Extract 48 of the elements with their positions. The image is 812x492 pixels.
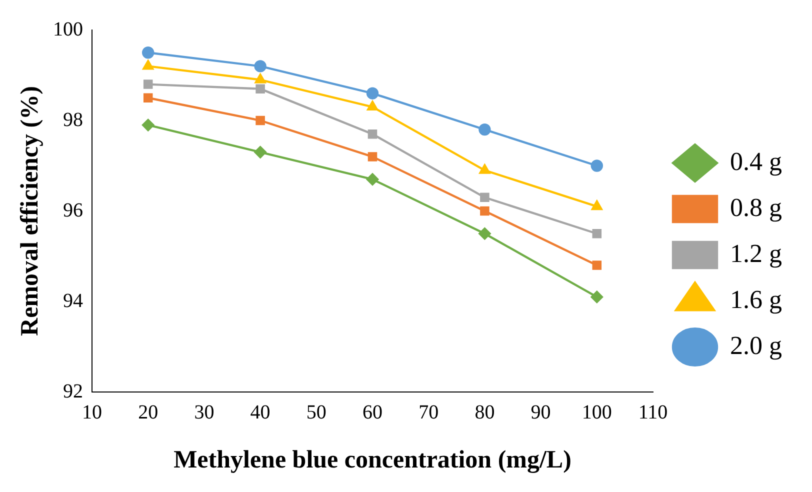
point [590,160,603,172]
x-tick-label: 20 [138,401,158,424]
point [368,152,378,162]
x-tick-label: 100 [582,401,612,424]
point [591,200,602,210]
point [479,164,490,174]
legend-label: 0.8 g [730,192,782,222]
x-tick-label: 60 [362,401,382,424]
point [367,100,378,111]
point [590,290,603,304]
x-tick-label: 80 [474,401,495,424]
x-tick-label: 90 [530,401,551,424]
y-tick-label: 100 [53,18,83,40]
point [143,93,153,103]
point [142,118,154,132]
point [142,60,154,70]
point [368,129,378,139]
x-tick-label: 50 [306,401,326,424]
point [480,206,490,216]
legend-label: 2.0 g [730,330,782,360]
legend-label: 0.4 g [730,146,782,176]
y-tick-label: 92 [63,380,83,402]
y-tick-label: 96 [63,199,83,222]
point [366,87,379,100]
point [256,84,265,94]
point [480,192,490,202]
y-tick-label: 94 [63,290,83,312]
point [254,74,266,84]
point [592,228,602,238]
legend-label: 1.6 g [730,284,782,314]
point [254,60,266,72]
legend-label: 1.2 g [730,238,782,268]
point [143,80,153,89]
point [478,228,491,240]
y-tick-label: 98 [63,108,83,131]
x-tick-label: 110 [638,401,668,424]
point [592,260,602,270]
y-axis-title: Removal efficiency (%) [16,86,44,336]
x-tick-label: 70 [418,401,439,424]
x-axis-title: Methylene blue concentration (mg/L) [174,446,572,474]
point [142,46,154,59]
x-tick-label: 10 [82,401,102,424]
point [366,173,379,186]
x-tick-label: 30 [194,401,214,424]
point [256,116,265,126]
point [254,146,266,158]
x-tick-label: 40 [250,401,270,424]
point [478,123,491,136]
